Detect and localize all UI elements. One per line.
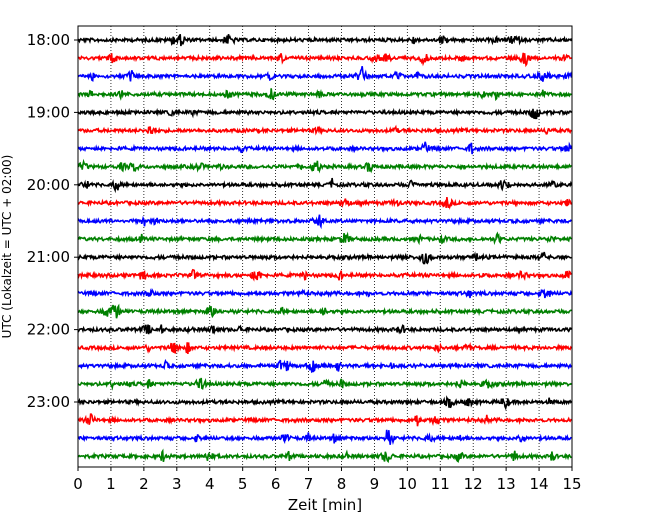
x-tick-label: 6 (271, 475, 281, 493)
traces (77, 34, 573, 464)
trace-22:45 (77, 377, 573, 391)
x-tick-label: 3 (172, 475, 182, 493)
y-tick-label: 18:00 (27, 31, 70, 49)
x-tick-label: 10 (398, 475, 417, 493)
x-tick-label: 15 (562, 475, 581, 493)
x-tick-label: 9 (370, 475, 380, 493)
trace-21:15 (77, 268, 572, 282)
x-tick-label: 13 (497, 475, 516, 493)
trace-21:45 (77, 303, 572, 319)
x-tick-label: 8 (337, 475, 347, 493)
x-tick-label: 0 (73, 475, 83, 493)
trace-20:15 (77, 196, 573, 210)
x-tick-label: 2 (139, 475, 149, 493)
trace-21:00 (77, 251, 572, 265)
y-tick-label: 22:00 (27, 321, 70, 339)
trace-21:30 (77, 288, 573, 299)
trace-20:00 (77, 177, 573, 194)
trace-18:00 (77, 34, 573, 47)
x-tick-label: 5 (238, 475, 248, 493)
x-tick-label: 4 (205, 475, 215, 493)
x-axis-ticks: 0 1 2 3 4 5 6 7 8 9 10 11 12 13 14 15 (73, 467, 582, 493)
trace-22:30 (77, 358, 573, 374)
trace-18:15 (77, 52, 572, 68)
trace-19:30 (77, 141, 573, 155)
x-tick-label: 1 (106, 475, 116, 493)
trace-18:30 (77, 66, 573, 82)
y-tick-label: 21:00 (27, 248, 70, 266)
trace-23:30 (77, 429, 572, 446)
trace-23:15 (77, 413, 573, 427)
x-axis-label: Zeit [min] (288, 496, 362, 514)
trace-20:45 (77, 231, 572, 246)
plot-frame (77, 25, 573, 468)
trace-20:30 (77, 214, 573, 230)
trace-19:45 (77, 158, 572, 174)
trace-23:45 (77, 448, 572, 464)
y-tick-label: 23:00 (27, 393, 70, 411)
x-tick-label: 14 (530, 475, 549, 493)
x-tick-label: 11 (431, 475, 450, 493)
x-tick-label: 12 (464, 475, 483, 493)
y-tick-label: 19:00 (27, 103, 70, 121)
trace-19:15 (77, 124, 572, 136)
trace-22:15 (77, 341, 573, 354)
y-axis-ticks: 18:00 19:00 20:00 21:00 22:00 23:00 (27, 31, 78, 411)
trace-19:00 (77, 107, 573, 120)
trace-18:45 (77, 88, 573, 102)
y-tick-label: 20:00 (27, 176, 70, 194)
trace-22:00 (77, 324, 573, 335)
x-tick-label: 7 (304, 475, 314, 493)
trace-23:00 (77, 395, 573, 411)
y-axis-label: UTC (Lokalzeit = UTC + 02:00) (0, 155, 14, 339)
